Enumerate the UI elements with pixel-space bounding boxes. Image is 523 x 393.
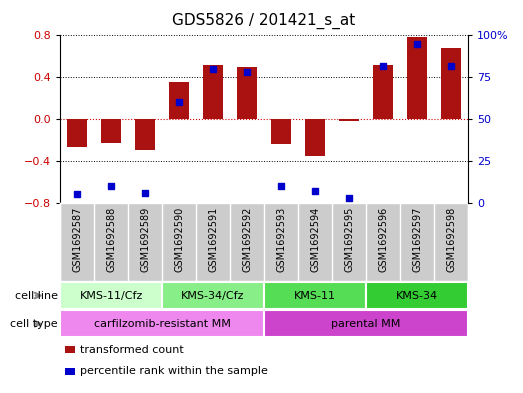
Text: GSM1692595: GSM1692595 xyxy=(344,207,354,272)
Text: GDS5826 / 201421_s_at: GDS5826 / 201421_s_at xyxy=(173,13,356,29)
Bar xyxy=(373,65,393,119)
Bar xyxy=(264,310,468,338)
Text: GSM1692596: GSM1692596 xyxy=(378,207,388,272)
Bar xyxy=(203,65,223,119)
Bar xyxy=(271,119,291,144)
Text: GSM1692587: GSM1692587 xyxy=(72,207,82,272)
Text: carfilzomib-resistant MM: carfilzomib-resistant MM xyxy=(94,319,231,329)
Text: GSM1692591: GSM1692591 xyxy=(208,207,218,272)
Bar xyxy=(305,119,325,156)
Text: cell type: cell type xyxy=(10,319,58,329)
Text: transformed count: transformed count xyxy=(80,345,184,355)
Bar xyxy=(441,48,461,119)
Bar xyxy=(60,282,162,309)
Bar xyxy=(135,119,155,151)
Text: GSM1692593: GSM1692593 xyxy=(276,207,286,272)
Text: KMS-34: KMS-34 xyxy=(396,290,438,301)
Bar xyxy=(366,282,468,309)
Text: GSM1692590: GSM1692590 xyxy=(174,207,184,272)
Text: GSM1692592: GSM1692592 xyxy=(242,207,252,272)
Text: KMS-34/Cfz: KMS-34/Cfz xyxy=(181,290,245,301)
Bar xyxy=(101,119,121,143)
Bar xyxy=(407,37,427,119)
Bar xyxy=(264,282,366,309)
Bar xyxy=(237,67,257,119)
Text: GSM1692589: GSM1692589 xyxy=(140,207,150,272)
Text: cell line: cell line xyxy=(15,290,58,301)
Text: GSM1692597: GSM1692597 xyxy=(412,207,422,272)
Text: KMS-11/Cfz: KMS-11/Cfz xyxy=(79,290,143,301)
Bar xyxy=(67,119,87,147)
Bar xyxy=(339,119,359,121)
Text: percentile rank within the sample: percentile rank within the sample xyxy=(80,366,268,376)
Bar xyxy=(162,282,264,309)
Text: GSM1692598: GSM1692598 xyxy=(446,207,456,272)
Text: parental MM: parental MM xyxy=(332,319,401,329)
Bar xyxy=(169,83,189,119)
Text: KMS-11: KMS-11 xyxy=(294,290,336,301)
Bar xyxy=(60,310,264,338)
Text: GSM1692588: GSM1692588 xyxy=(106,207,116,272)
Text: GSM1692594: GSM1692594 xyxy=(310,207,320,272)
